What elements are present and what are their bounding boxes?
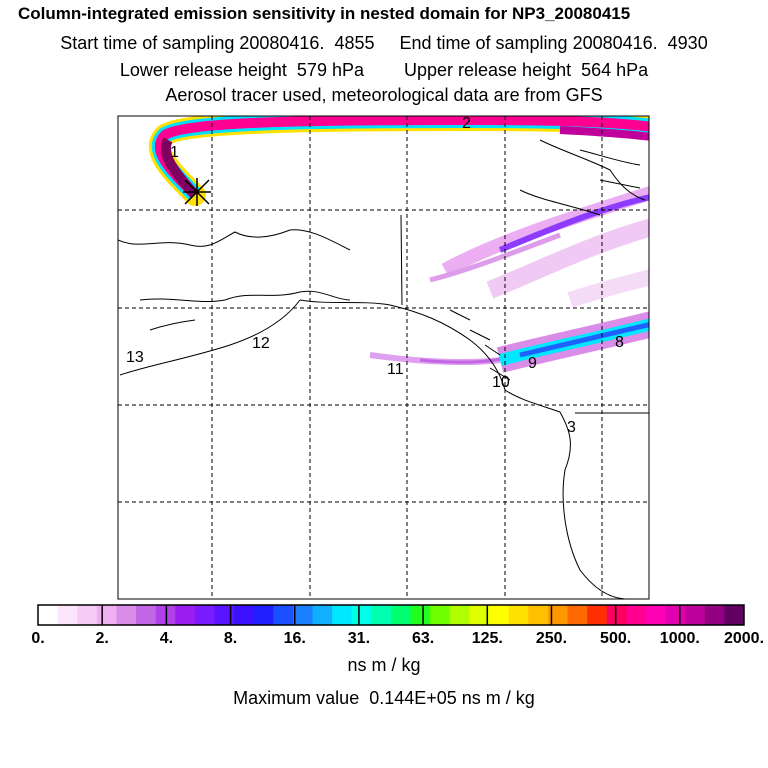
colorbar-tick-label: 31. bbox=[347, 630, 371, 647]
colorbar-cell bbox=[253, 605, 274, 625]
colorbar-cell bbox=[214, 605, 235, 625]
colorbar-tick-label: 63. bbox=[411, 630, 435, 647]
tracer-info-line: Aerosol tracer used, meteorological data… bbox=[165, 85, 603, 105]
colorbar-cell bbox=[38, 605, 59, 625]
emission-plume-canada bbox=[429, 186, 649, 308]
colorbar-cell bbox=[528, 605, 549, 625]
colorbar-cell bbox=[489, 605, 510, 625]
map-label-12: 12 bbox=[252, 335, 270, 352]
colorbar-cell bbox=[449, 605, 470, 625]
colorbar-tick-label: 2000. bbox=[723, 630, 765, 647]
colorbar-cell bbox=[685, 605, 706, 625]
colorbar-cell bbox=[606, 605, 627, 625]
colorbar-cell bbox=[371, 605, 392, 625]
colorbar-cell bbox=[724, 605, 745, 625]
sampling-time-line: Start time of sampling 20080416. 4855 En… bbox=[60, 33, 708, 53]
colorbar-cell bbox=[410, 605, 431, 625]
colorbar-tick-label: 0. bbox=[31, 630, 45, 647]
colorbar-cell bbox=[292, 605, 314, 625]
colorbar-cell bbox=[567, 605, 588, 625]
map-label-10: 10 bbox=[492, 374, 510, 391]
colorbar-tick-label: 500. bbox=[600, 630, 632, 647]
colorbar-cell bbox=[57, 605, 78, 625]
colorbar-tick-label: 2. bbox=[95, 630, 109, 647]
map-label-3: 3 bbox=[567, 419, 576, 436]
map-label-9: 9 bbox=[528, 355, 537, 372]
colorbar-cell bbox=[77, 605, 98, 625]
colorbar-dividers bbox=[101, 605, 681, 625]
graticule bbox=[118, 116, 649, 599]
colorbar-cell bbox=[626, 605, 647, 625]
colorbar-frame bbox=[37, 604, 745, 626]
colorbar-cell bbox=[704, 605, 725, 625]
colorbar-cell bbox=[645, 605, 667, 625]
map-label-13: 13 bbox=[126, 349, 144, 366]
colorbar-cell bbox=[273, 605, 294, 625]
colorbar-cell bbox=[665, 605, 686, 625]
colorbar-cell bbox=[351, 605, 372, 625]
coastlines bbox=[118, 139, 649, 599]
colorbar-cell bbox=[96, 605, 117, 625]
colorbar-tick-label: 250. bbox=[535, 630, 568, 647]
colorbar-cell bbox=[547, 605, 568, 625]
colorbar-cells bbox=[38, 605, 745, 625]
colorbar-cell bbox=[508, 605, 529, 625]
colorbar-cell bbox=[234, 605, 255, 625]
maximum-value-line: Maximum value 0.144E+05 ns m / kg bbox=[233, 688, 535, 708]
colorbar-cell bbox=[469, 605, 490, 625]
map-frame bbox=[117, 115, 650, 600]
colorbar-cell bbox=[430, 605, 451, 625]
colorbar-tick-label: 16. bbox=[283, 630, 306, 647]
colorbar-cell bbox=[175, 605, 196, 625]
colorbar-cell bbox=[312, 605, 333, 625]
colorbar-tick-label: 1000. bbox=[659, 630, 700, 647]
release-height-line: Lower release height 579 hPa Upper relea… bbox=[119, 60, 649, 80]
map-label-1: 1 bbox=[170, 144, 179, 161]
plot-title: Column-integrated emission sensitivity i… bbox=[18, 4, 631, 23]
emission-plume-north bbox=[148, 116, 649, 206]
colorbar-cell bbox=[587, 605, 608, 625]
colorbar-cell bbox=[194, 605, 215, 625]
release-point-icon bbox=[183, 178, 211, 206]
colorbar-tick-label: 8. bbox=[223, 630, 238, 647]
map-label-11: 11 bbox=[387, 361, 404, 378]
map-label-2: 2 bbox=[462, 115, 471, 132]
colorbar-cell bbox=[136, 605, 157, 625]
colorbar-tick-label: 125. bbox=[471, 630, 503, 647]
colorbar-cell bbox=[391, 605, 412, 625]
colorbar-units: ns m / kg bbox=[347, 655, 421, 675]
colorbar-cell bbox=[116, 605, 137, 625]
map-label-8: 8 bbox=[615, 334, 624, 351]
colorbar-cell bbox=[332, 605, 353, 625]
emission-plume-coast bbox=[369, 311, 649, 373]
colorbar-tick-label: 4. bbox=[159, 630, 174, 647]
